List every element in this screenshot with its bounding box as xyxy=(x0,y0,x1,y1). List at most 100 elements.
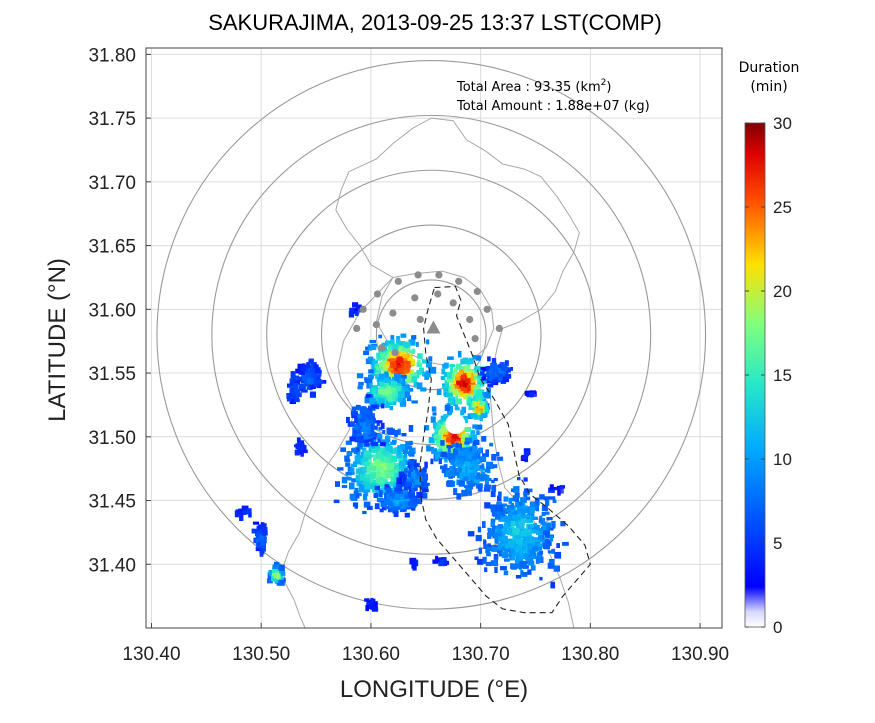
duration-cell xyxy=(403,484,409,490)
duration-cell xyxy=(466,462,471,466)
duration-cell xyxy=(462,381,469,388)
radar-blind-zone xyxy=(445,414,466,434)
duration-cell xyxy=(357,385,363,390)
duration-cell xyxy=(388,359,395,367)
duration-cell xyxy=(300,367,306,372)
duration-cell xyxy=(544,545,550,550)
duration-cell xyxy=(416,472,422,477)
duration-cell xyxy=(358,446,363,450)
duration-cell xyxy=(418,492,423,497)
duration-cell xyxy=(363,350,370,356)
duration-cell xyxy=(273,573,279,579)
duration-cell xyxy=(311,384,316,389)
duration-cell xyxy=(376,421,380,426)
duration-cell xyxy=(438,458,442,465)
duration-cell xyxy=(412,459,417,467)
duration-cell xyxy=(356,438,363,442)
duration-cell xyxy=(471,430,476,437)
duration-cell xyxy=(387,472,394,479)
duration-cell xyxy=(486,372,491,378)
duration-cell xyxy=(365,605,370,612)
duration-cell xyxy=(467,362,471,367)
duration-cell xyxy=(455,385,462,393)
duration-cell xyxy=(484,502,491,509)
duration-cell xyxy=(425,482,430,486)
duration-cell xyxy=(499,542,505,547)
duration-cell xyxy=(469,473,475,479)
duration-cell xyxy=(501,372,506,380)
coastline xyxy=(282,117,580,628)
duration-cell xyxy=(493,554,499,560)
duration-cell xyxy=(396,505,403,510)
duration-cell xyxy=(470,479,476,484)
duration-cell xyxy=(408,452,415,457)
duration-cell xyxy=(496,546,502,551)
duration-cell xyxy=(527,569,532,575)
duration-cell xyxy=(524,551,531,559)
y-tick-label: 31.55 xyxy=(88,364,136,385)
duration-cell xyxy=(381,505,387,511)
duration-cell xyxy=(471,460,478,467)
duration-cell xyxy=(378,334,383,339)
duration-cell xyxy=(402,477,407,485)
colorbar-title-line1: Duration xyxy=(739,60,800,76)
duration-cell xyxy=(267,575,275,581)
duration-cell xyxy=(373,601,378,607)
duration-cell xyxy=(453,488,458,495)
duration-cell xyxy=(371,445,375,451)
colorbar-title-line2: (min) xyxy=(750,79,787,95)
colorbar-tick-label: 10 xyxy=(773,450,792,469)
duration-cell xyxy=(364,482,371,490)
duration-cell xyxy=(354,487,359,493)
duration-cell xyxy=(474,375,479,380)
duration-cell xyxy=(360,460,366,466)
duration-cell xyxy=(398,341,406,347)
duration-cell xyxy=(362,426,369,430)
duration-cell xyxy=(502,536,506,540)
duration-cell xyxy=(521,456,527,460)
duration-cell xyxy=(383,364,387,368)
duration-cell xyxy=(239,514,244,521)
duration-cell xyxy=(388,491,394,498)
duration-cell xyxy=(539,576,543,581)
duration-cell xyxy=(460,386,465,394)
duration-cell xyxy=(398,464,403,470)
duration-cell xyxy=(480,371,485,376)
duration-cell xyxy=(375,420,383,424)
duration-cell xyxy=(362,510,367,515)
duration-cell xyxy=(366,505,373,510)
duration-cell xyxy=(388,428,395,435)
duration-cell xyxy=(487,527,492,531)
duration-cell xyxy=(399,374,407,379)
duration-cell xyxy=(399,484,403,491)
duration-cell xyxy=(444,392,448,398)
duration-cell xyxy=(468,371,472,377)
duration-cell xyxy=(354,310,359,315)
duration-cell xyxy=(468,491,472,496)
duration-cell xyxy=(305,373,312,380)
duration-cell xyxy=(407,357,413,361)
duration-cell xyxy=(516,539,522,545)
duration-cell xyxy=(397,356,404,364)
duration-cell xyxy=(293,380,301,385)
duration-cell xyxy=(364,490,369,496)
duration-cell xyxy=(416,363,423,368)
duration-cell xyxy=(354,417,359,424)
duration-cell xyxy=(521,571,528,577)
duration-cell xyxy=(340,447,346,452)
duration-cell xyxy=(380,403,385,409)
duration-cell xyxy=(352,427,357,435)
total-annotation: Total Area : 93.35 (km2) Total Amount : … xyxy=(456,78,650,114)
duration-cell xyxy=(452,443,457,447)
duration-cell xyxy=(279,564,285,572)
duration-cell xyxy=(544,539,552,544)
duration-cell xyxy=(271,574,277,582)
duration-cell xyxy=(521,515,528,519)
grid-lines xyxy=(146,48,722,628)
duration-cell xyxy=(395,473,400,478)
duration-cell xyxy=(391,382,396,386)
duration-cell xyxy=(384,459,388,463)
duration-cell xyxy=(487,545,494,551)
duration-cell xyxy=(384,375,389,383)
duration-cell xyxy=(383,470,390,476)
